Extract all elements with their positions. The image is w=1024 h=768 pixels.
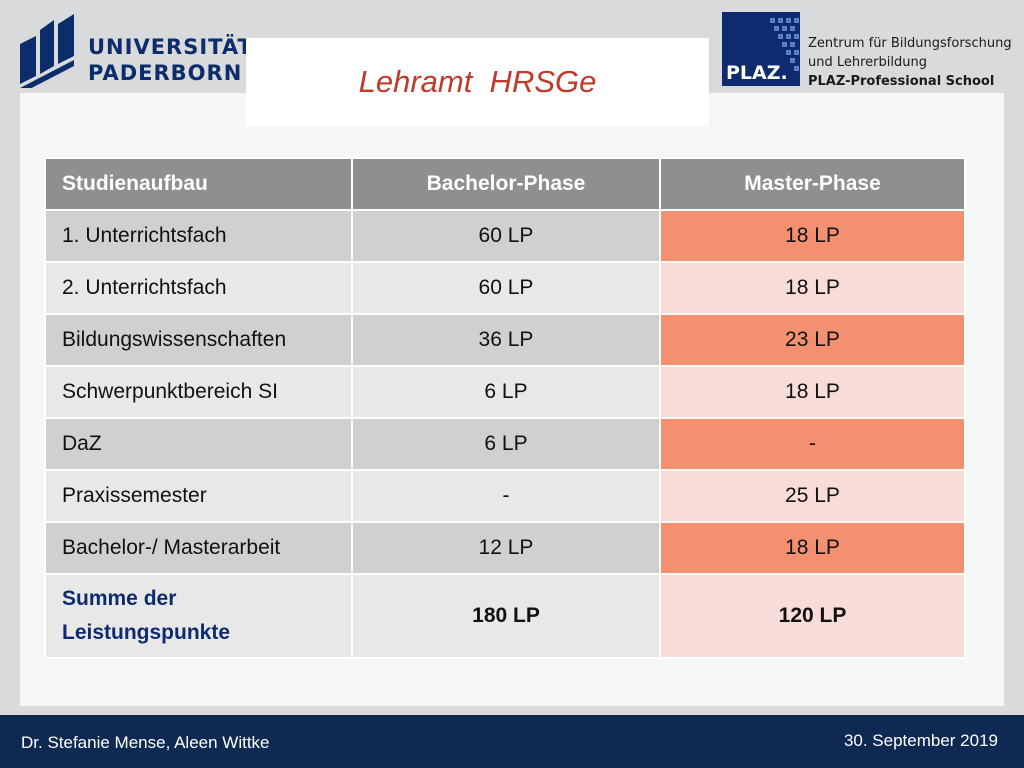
sum-bachelor: 180 LP xyxy=(351,573,661,659)
header-master-phase: Master-Phase xyxy=(659,157,966,211)
row-label: Schwerpunktbereich SI xyxy=(44,365,353,419)
university-name-line1: UNIVERSITÄT xyxy=(88,35,253,59)
sum-master: 120 LP xyxy=(659,573,966,659)
footer-date: 30. September 2019 xyxy=(843,731,998,750)
bachelor-value: 12 LP xyxy=(351,521,661,575)
table-row: Bildungswissenschaften 36 LP 23 LP xyxy=(44,313,966,367)
footer-bar: Dr. Stefanie Mense, Aleen Wittke 30. Sep… xyxy=(0,715,1024,768)
master-value: 23 LP xyxy=(659,313,966,367)
plaz-logo: PLAZ. xyxy=(722,12,800,86)
sum-label-line1: Summe der xyxy=(62,587,177,610)
bachelor-value: 36 LP xyxy=(351,313,661,367)
university-name-line2: PADERBORN xyxy=(88,61,243,85)
table-row: Schwerpunktbereich SI 6 LP 18 LP xyxy=(44,365,966,419)
plaz-logo-text: PLAZ. xyxy=(726,62,788,84)
table-row: 2. Unterrichtsfach 60 LP 18 LP xyxy=(44,261,966,315)
bachelor-value: - xyxy=(351,469,661,523)
bachelor-value: 60 LP xyxy=(351,261,661,315)
table-row: DaZ 6 LP - xyxy=(44,417,966,471)
study-structure-table: Studienaufbau Bachelor-Phase Master-Phas… xyxy=(44,157,966,659)
row-label: Bildungswissenschaften xyxy=(44,313,353,367)
table-header-row: Studienaufbau Bachelor-Phase Master-Phas… xyxy=(44,157,966,211)
header-bachelor-phase: Bachelor-Phase xyxy=(351,157,661,211)
master-value: 18 LP xyxy=(659,521,966,575)
footer-authors: Dr. Stefanie Mense, Aleen Wittke xyxy=(21,733,270,752)
page-title: Lehramt HRSGe xyxy=(358,64,597,99)
master-value: 18 LP xyxy=(659,261,966,315)
master-value: 25 LP xyxy=(659,469,966,523)
plaz-dot-pattern-icon xyxy=(770,18,799,71)
university-logo: UNIVERSITÄT PADERBORN xyxy=(18,14,252,88)
plaz-caption-line2: und Lehrerbildung xyxy=(808,55,927,70)
university-emblem-icon xyxy=(20,14,74,88)
row-label: Bachelor-/ Masterarbeit xyxy=(44,521,353,575)
sum-row: Summe der Leistungspunkte 180 LP 120 LP xyxy=(44,573,966,659)
header-studienaufbau: Studienaufbau xyxy=(44,157,353,211)
title-box: Lehramt HRSGe xyxy=(246,38,709,126)
master-value: 18 LP xyxy=(659,209,966,263)
table-row: 1. Unterrichtsfach 60 LP 18 LP xyxy=(44,209,966,263)
plaz-caption: Zentrum für Bildungsforschung und Lehrer… xyxy=(808,34,1012,91)
bachelor-value: 6 LP xyxy=(351,417,661,471)
sum-label: Summe der Leistungspunkte xyxy=(44,573,353,659)
row-label: 2. Unterrichtsfach xyxy=(44,261,353,315)
master-value: 18 LP xyxy=(659,365,966,419)
row-label: 1. Unterrichtsfach xyxy=(44,209,353,263)
row-label: DaZ xyxy=(44,417,353,471)
master-value: - xyxy=(659,417,966,471)
sum-label-line2: Leistungspunkte xyxy=(62,621,231,644)
bachelor-value: 60 LP xyxy=(351,209,661,263)
plaz-caption-line1: Zentrum für Bildungsforschung xyxy=(808,36,1012,51)
plaz-caption-line3: PLAZ-Professional School xyxy=(808,74,995,89)
table-row: Praxissemester - 25 LP xyxy=(44,469,966,523)
row-label: Praxissemester xyxy=(44,469,353,523)
table-row: Bachelor-/ Masterarbeit 12 LP 18 LP xyxy=(44,521,966,575)
bachelor-value: 6 LP xyxy=(351,365,661,419)
